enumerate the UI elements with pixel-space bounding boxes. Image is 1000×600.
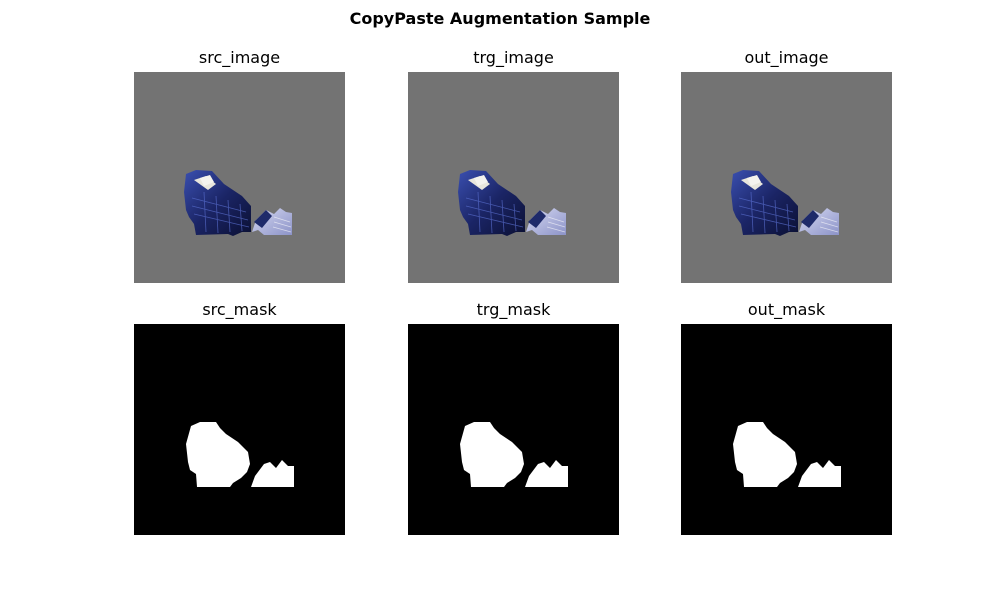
out-mask — [681, 324, 892, 535]
out-mask-title: out_mask — [747, 300, 826, 319]
trg-image-panel — [408, 72, 619, 283]
out-mask-panel — [681, 324, 892, 535]
out-image — [681, 72, 892, 283]
out-image-title: out_image — [744, 48, 829, 67]
out-image-panel — [681, 72, 892, 283]
src-image — [134, 72, 345, 283]
trg-image-title: trg_image — [473, 48, 554, 67]
src-mask-panel — [134, 324, 345, 535]
trg-mask-panel — [408, 324, 619, 535]
trg-image — [408, 72, 619, 283]
figure-title: CopyPaste Augmentation Sample — [349, 9, 651, 28]
trg-mask — [408, 324, 619, 535]
src-mask-title: src_mask — [202, 300, 277, 319]
src-mask — [134, 324, 345, 535]
trg-mask-title: trg_mask — [476, 300, 551, 319]
src-image-panel — [134, 72, 345, 283]
src-image-title: src_image — [198, 48, 281, 67]
